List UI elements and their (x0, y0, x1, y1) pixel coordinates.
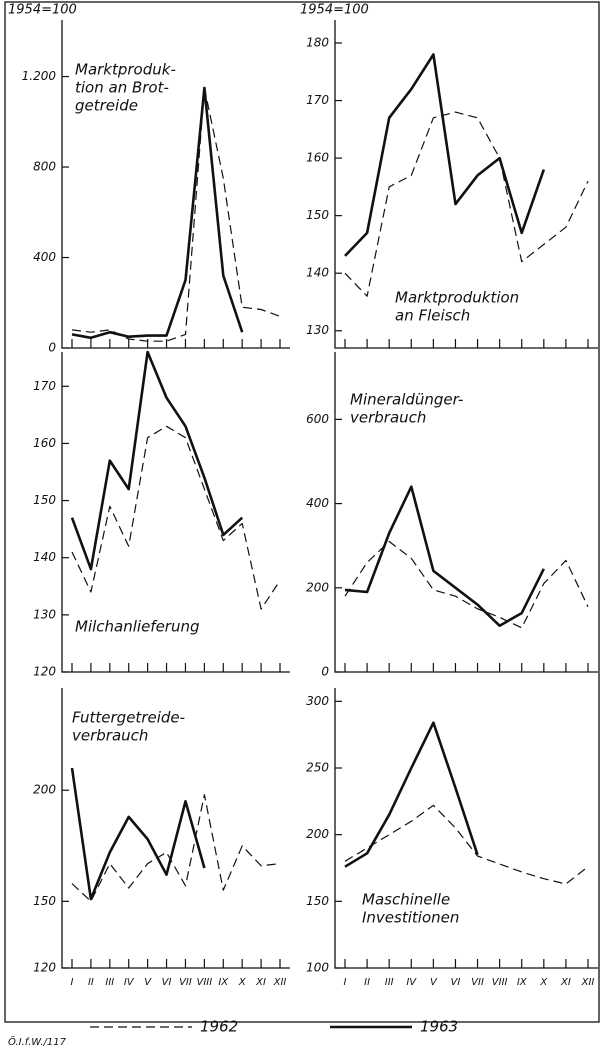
x-tick-label: IV (406, 977, 417, 988)
y-tick-label: 160 (33, 436, 56, 450)
panel-title: Marktproduktion (395, 289, 519, 307)
y-tick-label: 150 (306, 208, 329, 222)
y-tick-label: 200 (306, 827, 329, 841)
x-tick-label: V (144, 977, 152, 988)
x-tick-label: XII (273, 977, 287, 988)
x-tick-label: I (344, 977, 347, 988)
legend-label: 1962 (200, 1018, 238, 1036)
x-tick-label: VIII (197, 977, 213, 988)
panel-title: tion an Brot- (75, 79, 169, 97)
x-tick-label: IX (218, 977, 229, 988)
y-tick-label: 600 (306, 412, 329, 426)
y-tick-label: 0 (48, 341, 56, 355)
y-tick-label: 140 (306, 266, 329, 280)
x-tick-label: VIII (492, 977, 508, 988)
y-tick-label: 120 (33, 961, 56, 975)
x-tick-label: XII (581, 977, 595, 988)
y-tick-label: 0 (321, 665, 329, 679)
y-tick-label: 200 (306, 580, 329, 594)
x-tick-label: I (71, 977, 74, 988)
series-line (70, 350, 244, 571)
axis (334, 20, 598, 349)
y-tick-label: 160 (306, 151, 329, 165)
panel-title: Milchanlieferung (75, 618, 200, 636)
panel-title: Mineraldünger- (350, 391, 463, 409)
x-tick-label: III (385, 977, 394, 988)
y-tick-label: 130 (306, 323, 329, 337)
frame (4, 1, 600, 1023)
y-tick-label: 300 (306, 694, 329, 708)
y-tick-label: 100 (306, 961, 329, 975)
series-line (344, 804, 589, 885)
series-line (344, 485, 545, 627)
x-tick-label: II (364, 977, 370, 988)
series-line (71, 86, 244, 340)
x-tick-label: VII (471, 977, 484, 988)
x-tick-label: XI (255, 977, 266, 988)
panel-title: Marktproduk- (75, 61, 176, 79)
x-tick-label: III (105, 977, 114, 988)
series-line (70, 767, 206, 901)
y-tick-label: 1.200 (22, 69, 57, 83)
series-line (344, 721, 479, 868)
y-tick-label: 250 (306, 761, 329, 775)
y-tick-label: 400 (33, 250, 56, 264)
index-base-right: 1954=100 (300, 3, 369, 18)
x-tick-label: VII (179, 977, 192, 988)
y-tick-label: 140 (33, 550, 56, 564)
series-line (71, 425, 281, 610)
y-tick-label: 120 (33, 665, 56, 679)
x-tick-label: VI (451, 977, 461, 988)
panel-title: Investitionen (362, 909, 459, 927)
series-line (344, 540, 589, 629)
y-tick-label: 800 (33, 160, 56, 174)
source: Ö.I.f.W./117 (8, 1035, 67, 1048)
panel-title: an Fleisch (395, 307, 470, 325)
panel-title: verbrauch (72, 727, 148, 745)
y-tick-label: 400 (306, 496, 329, 510)
panel-title: getreide (75, 97, 138, 115)
y-tick-label: 130 (33, 607, 56, 621)
panel-title: Maschinelle (362, 891, 450, 909)
y-tick-label: 180 (306, 36, 329, 50)
legend-label: 1963 (420, 1018, 458, 1036)
x-tick-label: X (238, 977, 247, 988)
panel-title: verbrauch (350, 409, 426, 427)
series-line (344, 111, 589, 297)
y-tick-label: 150 (33, 894, 56, 908)
x-tick-label: XI (560, 977, 571, 988)
y-tick-label: 170 (306, 93, 329, 107)
y-tick-label: 150 (33, 493, 56, 507)
y-tick-label: 170 (33, 379, 56, 393)
x-tick-label: X (539, 977, 548, 988)
series-line (71, 794, 281, 902)
series-line (344, 53, 546, 257)
x-tick-label: II (88, 977, 94, 988)
series-line (71, 87, 281, 342)
x-tick-label: VI (162, 977, 172, 988)
index-base-left: 1954=100 (8, 3, 77, 18)
y-tick-label: 150 (306, 894, 329, 908)
y-tick-label: 200 (33, 783, 56, 797)
x-tick-label: IX (517, 977, 528, 988)
panel-title: Futtergetreide- (72, 709, 185, 727)
x-tick-label: IV (124, 977, 135, 988)
x-tick-label: V (430, 977, 438, 988)
